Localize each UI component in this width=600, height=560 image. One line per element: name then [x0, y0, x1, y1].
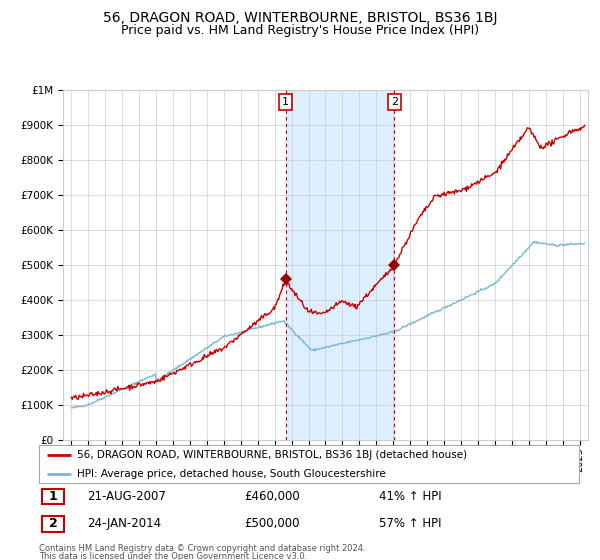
Text: This data is licensed under the Open Government Licence v3.0.: This data is licensed under the Open Gov… [39, 552, 307, 560]
Text: £500,000: £500,000 [244, 517, 300, 530]
Text: 24-JAN-2014: 24-JAN-2014 [88, 517, 162, 530]
Text: 56, DRAGON ROAD, WINTERBOURNE, BRISTOL, BS36 1BJ (detached house): 56, DRAGON ROAD, WINTERBOURNE, BRISTOL, … [77, 450, 467, 460]
Text: Price paid vs. HM Land Registry's House Price Index (HPI): Price paid vs. HM Land Registry's House … [121, 24, 479, 36]
Text: 21-AUG-2007: 21-AUG-2007 [88, 490, 166, 503]
Bar [42, 489, 64, 505]
Text: HPI: Average price, detached house, South Gloucestershire: HPI: Average price, detached house, Sout… [77, 469, 386, 479]
Text: £460,000: £460,000 [244, 490, 300, 503]
Text: 56, DRAGON ROAD, WINTERBOURNE, BRISTOL, BS36 1BJ: 56, DRAGON ROAD, WINTERBOURNE, BRISTOL, … [103, 11, 497, 25]
Text: 1: 1 [282, 97, 289, 107]
Text: 57% ↑ HPI: 57% ↑ HPI [379, 517, 442, 530]
Text: 1: 1 [49, 490, 58, 503]
Text: 2: 2 [49, 517, 58, 530]
Bar [286, 90, 394, 440]
Text: 2: 2 [391, 97, 398, 107]
Bar [42, 516, 64, 532]
Text: 41% ↑ HPI: 41% ↑ HPI [379, 490, 442, 503]
Text: Contains HM Land Registry data © Crown copyright and database right 2024.: Contains HM Land Registry data © Crown c… [39, 544, 365, 553]
